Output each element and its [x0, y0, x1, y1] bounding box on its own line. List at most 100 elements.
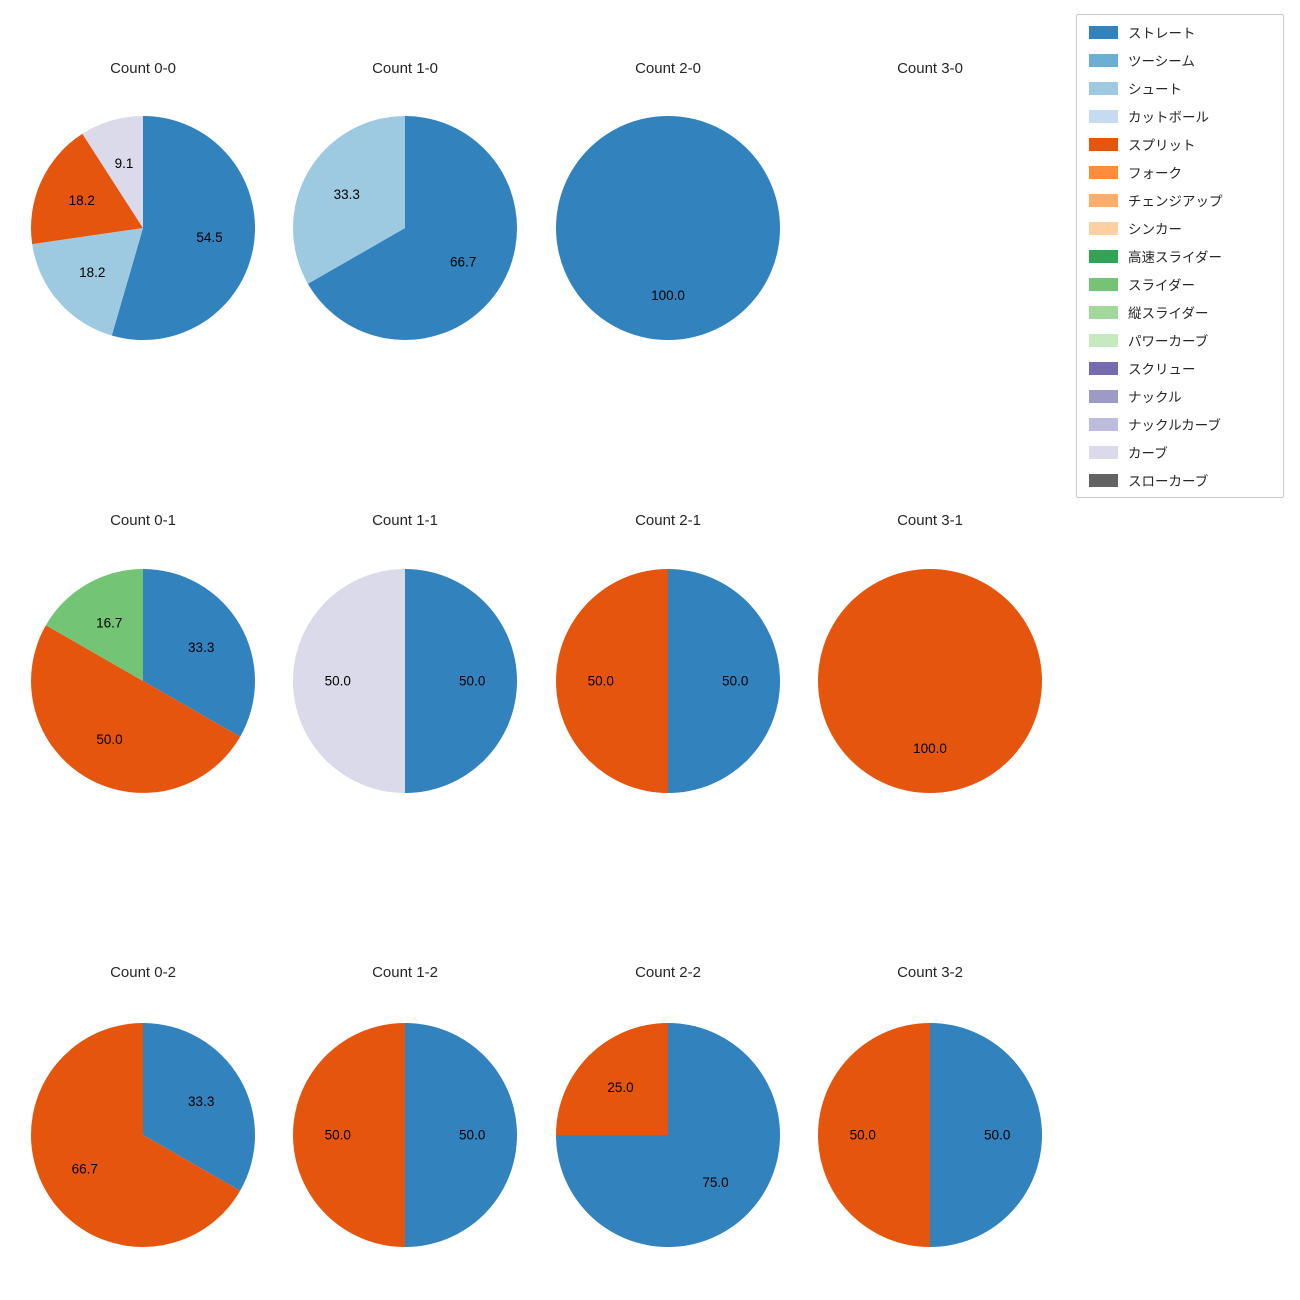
- slice-label: 100.0: [651, 288, 685, 303]
- legend-item: フォーク: [1089, 164, 1271, 181]
- chart-title-count-3-0: Count 3-0: [897, 60, 963, 77]
- legend-label: チェンジアップ: [1128, 194, 1223, 209]
- legend-label: ストレート: [1128, 26, 1196, 41]
- legend-label: ナックル: [1128, 390, 1182, 405]
- slice-label: 33.3: [188, 1094, 214, 1109]
- slice-label: 66.7: [72, 1161, 98, 1176]
- chart-title-count-3-2: Count 3-2: [897, 964, 963, 981]
- legend: ストレート ツーシーム シュート カットボール スプリット フォーク チェンジアップ シンカー…: [1076, 14, 1284, 498]
- slice-label: 100.0: [913, 741, 947, 756]
- legend-label: フォーク: [1128, 166, 1182, 181]
- legend-item: シュート: [1089, 80, 1271, 97]
- pie-slice: [143, 1023, 255, 1191]
- legend-swatch: [1089, 221, 1118, 235]
- chart-title-count-1-2: Count 1-2: [372, 964, 438, 981]
- legend-item: スクリュー: [1089, 360, 1271, 377]
- legend-label: ツーシーム: [1128, 54, 1195, 69]
- legend-label: 縦スライダー: [1128, 306, 1209, 321]
- slice-label: 75.0: [702, 1175, 728, 1190]
- slice-label: 50.0: [325, 674, 351, 689]
- pie-slice: [31, 625, 241, 793]
- pie-slice: [405, 1023, 517, 1247]
- pie-slice: [293, 569, 405, 793]
- legend-swatch: [1089, 137, 1118, 151]
- legend-swatch: [1089, 417, 1118, 431]
- pie-slice: [307, 116, 518, 340]
- pie-slice: [405, 569, 517, 793]
- pie-slice: [818, 569, 1042, 793]
- legend-item: スローカーブ: [1089, 472, 1271, 489]
- legend-label: カーブ: [1128, 446, 1168, 461]
- pie-count-2-1: 50.0 50.0: [556, 569, 780, 793]
- pie-slice: [556, 1023, 668, 1135]
- legend-item: 縦スライダー: [1089, 304, 1271, 321]
- legend-item: ツーシーム: [1089, 52, 1271, 69]
- pie-slice: [930, 1023, 1042, 1247]
- pie-slice: [143, 569, 255, 737]
- chart-title-count-2-2: Count 2-2: [635, 964, 701, 981]
- legend-item: ナックルカーブ: [1089, 416, 1271, 433]
- legend-swatch: [1089, 109, 1118, 123]
- legend-swatch: [1089, 25, 1118, 39]
- pie-slice: [668, 569, 780, 793]
- pie-count-0-1: 33.3 50.0 16.7: [31, 569, 255, 793]
- slice-label: 50.0: [325, 1128, 351, 1143]
- legend-label: スライダー: [1128, 278, 1195, 293]
- legend-item: パワーカーブ: [1089, 332, 1271, 349]
- slice-label: 50.0: [984, 1128, 1010, 1143]
- pie-count-0-0: 54.5 18.2 18.2 9.1: [31, 116, 256, 340]
- pie-slice: [32, 228, 143, 336]
- legend-label: 高速スライダー: [1128, 250, 1222, 265]
- legend-item: ストレート: [1089, 24, 1271, 41]
- chart-title-count-0-0: Count 0-0: [110, 60, 176, 77]
- slice-label: 50.0: [459, 1128, 485, 1143]
- legend-label: シュート: [1128, 82, 1182, 97]
- pie-count-1-0: 66.7 33.3: [293, 116, 518, 340]
- pie-slice: [293, 1023, 405, 1247]
- chart-title-count-2-1: Count 2-1: [635, 512, 701, 529]
- chart-title-count-0-1: Count 0-1: [110, 512, 176, 529]
- legend-item: 高速スライダー: [1089, 248, 1271, 265]
- pie-slice: [45, 569, 143, 681]
- legend-item: チェンジアップ: [1089, 192, 1271, 209]
- slice-label: 18.2: [79, 265, 105, 280]
- legend-swatch: [1089, 53, 1118, 67]
- slice-label: 9.1: [115, 156, 134, 171]
- legend-label: スクリュー: [1128, 362, 1196, 377]
- legend-swatch: [1089, 193, 1118, 207]
- pie-slice: [556, 116, 780, 340]
- slice-label: 54.5: [196, 230, 222, 245]
- chart-title-count-2-0: Count 2-0: [635, 60, 701, 77]
- legend-item: カットボール: [1089, 108, 1271, 125]
- slice-label: 50.0: [96, 732, 122, 747]
- slice-label: 50.0: [588, 674, 614, 689]
- slice-label: 25.0: [607, 1080, 633, 1095]
- slice-label: 18.2: [69, 193, 95, 208]
- chart-title-count-0-2: Count 0-2: [110, 964, 176, 981]
- pie-slice: [818, 1023, 930, 1247]
- legend-swatch: [1089, 305, 1118, 319]
- legend-label: スプリット: [1128, 138, 1196, 153]
- pie-count-1-1: 50.0 50.0: [293, 569, 517, 793]
- legend-label: カットボール: [1128, 110, 1209, 125]
- legend-label: スローカーブ: [1128, 474, 1209, 489]
- pie-count-3-1: 100.0: [818, 569, 1042, 793]
- pie-count-3-2: 50.0 50.0: [818, 1023, 1042, 1247]
- legend-swatch: [1089, 333, 1118, 347]
- slice-label: 50.0: [850, 1128, 876, 1143]
- pie-count-0-2: 33.3 66.7: [30, 1023, 255, 1247]
- pie-slice: [111, 116, 256, 340]
- legend-swatch: [1089, 361, 1118, 375]
- slice-label: 50.0: [722, 674, 748, 689]
- pie-slice: [31, 133, 143, 245]
- legend-item: カーブ: [1089, 444, 1271, 461]
- legend-swatch: [1089, 473, 1118, 487]
- slice-label: 33.3: [188, 640, 214, 655]
- legend-item: スライダー: [1089, 276, 1271, 293]
- pie-slice: [293, 116, 405, 284]
- legend-swatch: [1089, 165, 1118, 179]
- legend-swatch: [1089, 249, 1118, 263]
- legend-swatch: [1089, 81, 1118, 95]
- legend-label: パワーカーブ: [1128, 334, 1209, 349]
